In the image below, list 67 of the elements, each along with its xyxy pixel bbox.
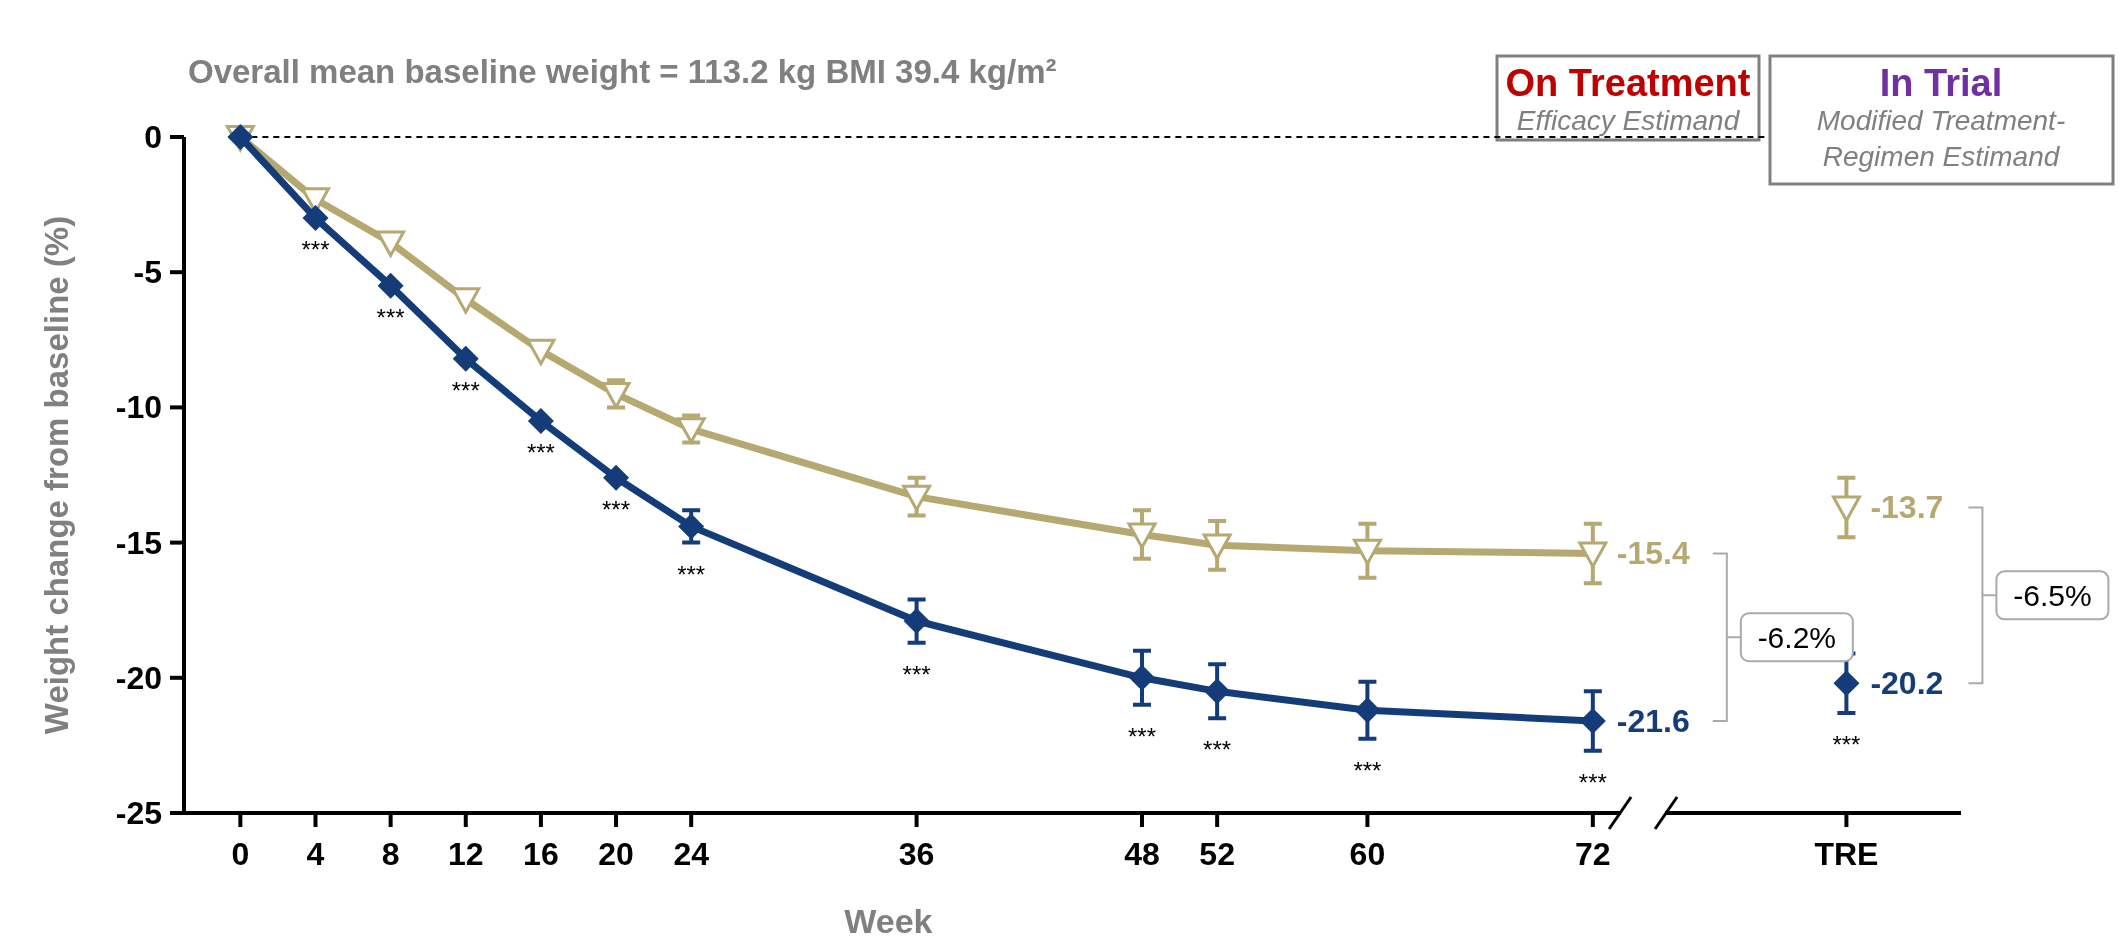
point: [1129, 664, 1155, 691]
annotation: Regimen Estimand: [1822, 141, 2061, 172]
x-tick-label: 72: [1575, 836, 1611, 872]
point: [1127, 522, 1157, 549]
point: [903, 608, 930, 635]
annotation: ***: [1578, 768, 1607, 796]
y-tick-label: 0: [144, 119, 162, 155]
point: [676, 417, 706, 444]
point: [527, 407, 554, 434]
point: [452, 345, 479, 372]
y-tick-label: -15: [115, 524, 162, 561]
data-label: -20.2: [1870, 665, 1944, 702]
annotation: ***: [1832, 730, 1861, 758]
point: [601, 381, 631, 409]
annotation: ***: [1203, 736, 1232, 764]
point: [1204, 678, 1231, 705]
x-tick-label: 20: [598, 836, 634, 872]
point: [377, 272, 404, 299]
x-tick-label: 36: [898, 836, 935, 872]
annotation: ***: [526, 438, 555, 466]
x-tick-label: 24: [673, 836, 710, 872]
annotation: ***: [1127, 722, 1157, 750]
x-tick-label: 52: [1199, 836, 1235, 872]
point: [1831, 495, 1861, 522]
point: [1354, 697, 1381, 724]
text: -6.5%: [2013, 579, 2092, 613]
point: [451, 287, 481, 314]
y-tick-label: -25: [115, 795, 162, 831]
x-axis-title: Week: [844, 902, 933, 940]
chart-title: Overall mean baseline weight = 113.2 kg BMI 39.4 kg/m²: [188, 53, 1057, 90]
x-tick-label: 16: [523, 836, 559, 872]
text: Modified Treatment-: [1816, 105, 2066, 136]
annotation: ***: [1353, 756, 1382, 784]
point: [1578, 541, 1608, 568]
annotation: ***: [677, 560, 706, 588]
x-tick-label: TRE: [1814, 836, 1879, 872]
data-label: -21.6: [1616, 703, 1690, 740]
text: Efficacy Estimand: [1516, 105, 1741, 136]
annotation: -6.2%: [1757, 621, 1837, 655]
text: On Treatment: [1505, 62, 1751, 104]
point: [902, 484, 932, 512]
annotation: ***: [451, 376, 480, 404]
data-label: -13.7: [1870, 489, 1944, 526]
annotation: ***: [602, 495, 631, 523]
point: [678, 513, 705, 540]
y-tick-label: -20: [115, 659, 162, 696]
data-label: -15.4: [1616, 535, 1690, 572]
x-tick-label: 8: [381, 836, 400, 872]
x-tick-label: 48: [1124, 836, 1160, 872]
text: In Trial: [1879, 62, 2003, 104]
point: [1202, 533, 1232, 560]
point: [1833, 670, 1860, 697]
annotation: ***: [376, 303, 405, 331]
y-tick-label: -10: [115, 389, 162, 426]
y-axis-title: Weight change from baseline (%): [38, 215, 75, 735]
annotation: ***: [301, 236, 330, 264]
point: [526, 338, 556, 366]
x-tick-label: 0: [231, 836, 250, 872]
point: [603, 464, 630, 491]
point: [376, 230, 406, 257]
point: [1352, 538, 1382, 566]
annotation: ***: [902, 660, 931, 688]
x-tick-label: 4: [306, 836, 325, 872]
x-tick-label: 60: [1349, 836, 1386, 872]
x-tick-label: 12: [447, 836, 484, 872]
y-tick-label: -5: [133, 254, 162, 291]
point: [302, 205, 329, 232]
